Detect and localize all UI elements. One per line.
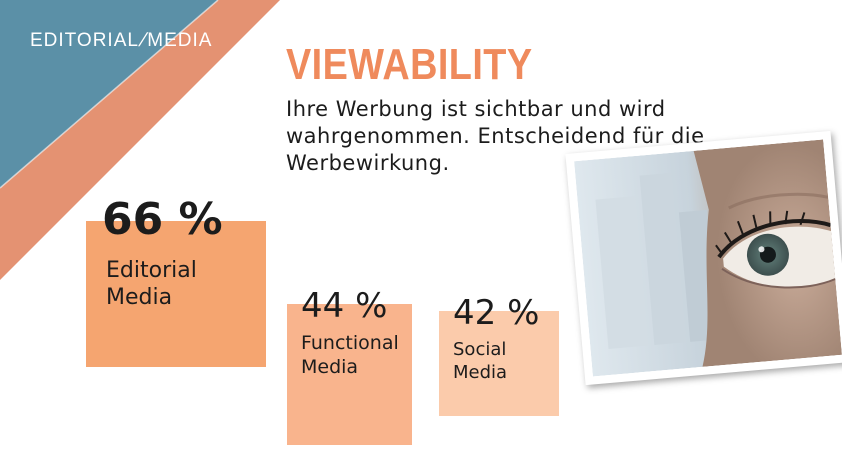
eye-photo-icon	[574, 139, 842, 377]
page-subtitle: Ihre Werbung ist sichtbar und wird wahrg…	[286, 97, 705, 175]
bar-social-media	[439, 311, 559, 416]
bar-functional-media	[287, 303, 412, 445]
value-label-social-media: 42 %	[453, 293, 540, 333]
corner-decoration	[0, 0, 280, 280]
page-title: VIEWABILITY	[286, 40, 533, 89]
bar-editorial-media	[86, 221, 266, 367]
value-label-editorial-media: 66 %	[102, 194, 223, 245]
brand-part-2: MEDIA	[147, 30, 213, 51]
category-label-editorial-media: Editorial Media	[106, 258, 197, 310]
brand-part-1: EDITORIAL	[30, 30, 139, 51]
category-label-functional-media: Functional Media	[301, 331, 399, 378]
photo-frame	[565, 130, 842, 386]
brand-logo: EDITORIAL/MEDIA	[30, 30, 212, 52]
category-label-social-media: Social Media	[453, 339, 508, 383]
value-label-functional-media: 44 %	[301, 285, 388, 326]
